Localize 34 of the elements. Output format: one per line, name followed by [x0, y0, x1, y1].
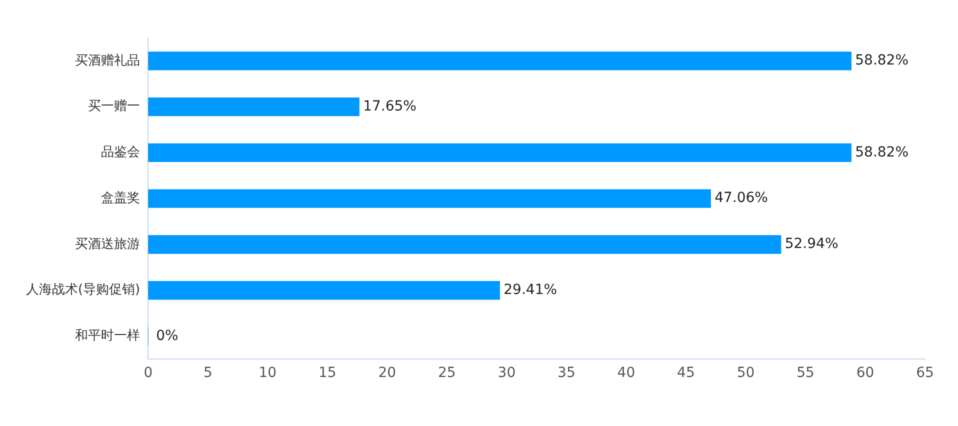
x-tick-label: 55: [796, 365, 814, 382]
bar: [148, 281, 500, 300]
x-tick-label: 40: [617, 365, 636, 382]
x-tick-label: 50: [736, 365, 755, 382]
data-label: 52.94%: [784, 236, 838, 252]
data-label: 58.82%: [855, 52, 909, 69]
y-tick-label: 品鉴会: [101, 145, 140, 160]
data-label: 58.82%: [855, 144, 909, 160]
y-tick-label: 和平时一样: [75, 328, 140, 344]
bar: [148, 143, 852, 162]
data-label: 29.41%: [504, 282, 558, 298]
bar: [148, 189, 711, 208]
x-tick-label: 25: [438, 365, 456, 382]
x-tick-label: 60: [856, 365, 874, 382]
x-tick-label: 10: [258, 365, 277, 382]
data-label: 17.65%: [363, 98, 416, 114]
data-label: 0%: [156, 328, 178, 344]
x-tick-label: 45: [677, 365, 695, 382]
bar: [148, 52, 852, 70]
x-tick-label: 15: [318, 365, 336, 382]
x-tick-label: 65: [916, 365, 934, 382]
x-tick-label: 20: [378, 365, 396, 382]
y-tick-label: 买酒送旅游: [75, 236, 140, 252]
data-label: 47.06%: [714, 190, 768, 206]
y-tick-label: 盒盖奖: [101, 190, 140, 206]
x-tick-label: 35: [558, 365, 576, 382]
bar: [148, 235, 782, 254]
bar: [148, 98, 360, 116]
y-tick-label: 买酒赠礼品: [75, 53, 140, 68]
x-tick-label: 5: [203, 365, 212, 382]
y-tick-label: 买一赠一: [88, 99, 140, 114]
x-tick-label: 30: [498, 365, 516, 382]
y-tick-label: 人海战术(导购促销): [26, 282, 140, 298]
x-tick-label: 0: [144, 365, 153, 382]
